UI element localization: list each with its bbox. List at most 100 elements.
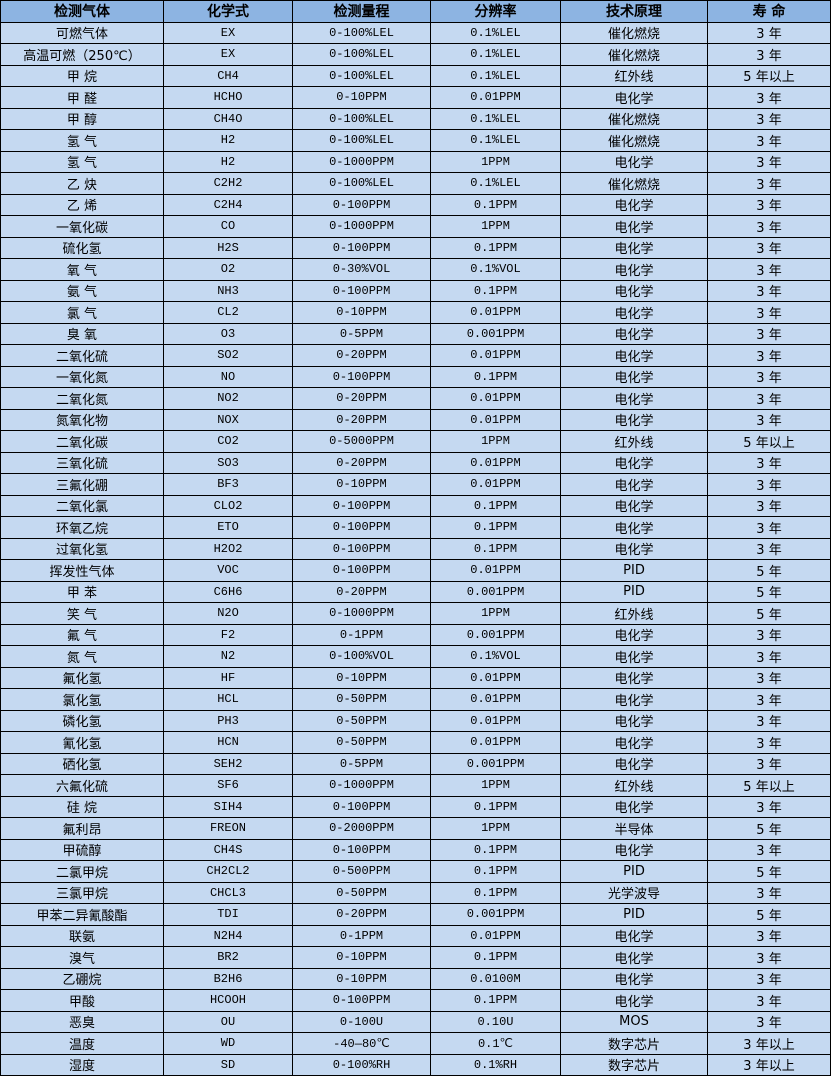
resolution-cell: 0.01PPM [430, 451, 561, 474]
resolution-cell: 0.001PPM [430, 623, 561, 646]
range-cell: 0-5000PPM [292, 430, 431, 453]
table-row: 甲硫醇 CH4S 0-100PPM 0.1PPM 电化学 3 年 [0, 838, 831, 861]
range-cell: 0-10PPM [292, 86, 431, 109]
lifespan-cell: 5 年 [707, 580, 831, 603]
lifespan-cell: 3 年 [707, 752, 831, 775]
resolution-cell: 0.1%LEL [430, 21, 561, 44]
principle-cell: 催化燃烧 [560, 107, 708, 130]
resolution-cell: 0.01PPM [430, 731, 561, 754]
table-row: 三氧化硫 SO3 0-20PPM 0.01PPM 电化学 3 年 [0, 451, 831, 474]
principle-cell: 半导体 [560, 817, 708, 840]
gas-cell: 乙 烯 [0, 193, 164, 216]
table-row: 甲 醛 HCHO 0-10PPM 0.01PPM 电化学 3 年 [0, 86, 831, 109]
table-body: 可燃气体 EX 0-100%LEL 0.1%LEL 催化燃烧 3 年高温可燃（250℃） E… [0, 21, 831, 1076]
lifespan-cell: 3 年 [707, 150, 831, 173]
gas-cell: 三氯甲烷 [0, 881, 164, 904]
lifespan-cell: 3 年以上 [707, 1053, 831, 1076]
gas-cell: 恶臭 [0, 1010, 164, 1033]
header-gas: 检测气体 [0, 0, 164, 23]
lifespan-cell: 3 年 [707, 881, 831, 904]
lifespan-cell: 3 年 [707, 279, 831, 302]
table-row: 环氧乙烷 ETO 0-100PPM 0.1PPM 电化学 3 年 [0, 516, 831, 539]
principle-cell: PID [560, 580, 708, 603]
formula-cell: NO2 [163, 387, 293, 410]
resolution-cell: 0.1PPM [430, 989, 561, 1012]
header-range: 检测量程 [292, 0, 431, 23]
lifespan-cell: 3 年 [707, 924, 831, 947]
lifespan-cell: 5 年 [707, 817, 831, 840]
resolution-cell: 1PPM [430, 430, 561, 453]
table-row: 挥发性气体 VOC 0-100PPM 0.01PPM PID 5 年 [0, 559, 831, 582]
principle-cell: 电化学 [560, 752, 708, 775]
gas-cell: 一氧化碳 [0, 215, 164, 238]
table-row: 氮氧化物 NOX 0-20PPM 0.01PPM 电化学 3 年 [0, 408, 831, 431]
formula-cell: C6H6 [163, 580, 293, 603]
resolution-cell: 1PPM [430, 150, 561, 173]
range-cell: 0-30%VOL [292, 258, 431, 281]
resolution-cell: 0.001PPM [430, 580, 561, 603]
range-cell: 0-1PPM [292, 924, 431, 947]
resolution-cell: 0.001PPM [430, 322, 561, 345]
formula-cell: CL2 [163, 301, 293, 324]
gas-cell: 六氟化硫 [0, 774, 164, 797]
formula-cell: SEH2 [163, 752, 293, 775]
lifespan-cell: 3 年 [707, 473, 831, 496]
principle-cell: 电化学 [560, 451, 708, 474]
resolution-cell: 0.01PPM [430, 924, 561, 947]
table-row: 氟 气 F2 0-1PPM 0.001PPM 电化学 3 年 [0, 623, 831, 646]
gas-cell: 可燃气体 [0, 21, 164, 44]
range-cell: 0-100PPM [292, 494, 431, 517]
lifespan-cell: 3 年 [707, 21, 831, 44]
range-cell: 0-1000PPM [292, 774, 431, 797]
principle-cell: 电化学 [560, 989, 708, 1012]
gas-cell: 二氧化碳 [0, 430, 164, 453]
formula-cell: EX [163, 21, 293, 44]
lifespan-cell: 5 年以上 [707, 430, 831, 453]
table-row: 二氯甲烷 CH2CL2 0-500PPM 0.1PPM PID 5 年 [0, 860, 831, 883]
table-row: 氢 气 H2 0-1000PPM 1PPM 电化学 3 年 [0, 150, 831, 173]
resolution-cell: 0.1PPM [430, 279, 561, 302]
lifespan-cell: 3 年 [707, 494, 831, 517]
table-row: 甲酸 HCOOH 0-100PPM 0.1PPM 电化学 3 年 [0, 989, 831, 1012]
range-cell: 0-50PPM [292, 709, 431, 732]
lifespan-cell: 3 年 [707, 408, 831, 431]
principle-cell: 电化学 [560, 946, 708, 969]
lifespan-cell: 3 年 [707, 795, 831, 818]
lifespan-cell: 3 年 [707, 215, 831, 238]
table-row: 乙 炔 C2H2 0-100%LEL 0.1%LEL 催化燃烧 3 年 [0, 172, 831, 195]
principle-cell: PID [560, 559, 708, 582]
range-cell: 0-10PPM [292, 666, 431, 689]
lifespan-cell: 3 年 [707, 258, 831, 281]
range-cell: 0-1000PPM [292, 215, 431, 238]
principle-cell: 电化学 [560, 258, 708, 281]
formula-cell: O2 [163, 258, 293, 281]
resolution-cell: 0.001PPM [430, 903, 561, 926]
gas-cell: 氯化氢 [0, 688, 164, 711]
gas-cell: 氮氧化物 [0, 408, 164, 431]
gas-cell: 硒化氢 [0, 752, 164, 775]
gas-cell: 硅 烷 [0, 795, 164, 818]
range-cell: 0-10PPM [292, 473, 431, 496]
principle-cell: 电化学 [560, 473, 708, 496]
gas-cell: 温度 [0, 1032, 164, 1055]
resolution-cell: 0.01PPM [430, 387, 561, 410]
table-row: 氢 气 H2 0-100%LEL 0.1%LEL 催化燃烧 3 年 [0, 129, 831, 152]
range-cell: 0-100PPM [292, 365, 431, 388]
resolution-cell: 0.1PPM [430, 881, 561, 904]
gas-cell: 乙 炔 [0, 172, 164, 195]
range-cell: 0-2000PPM [292, 817, 431, 840]
table-row: 硅 烷 SIH4 0-100PPM 0.1PPM 电化学 3 年 [0, 795, 831, 818]
lifespan-cell: 5 年以上 [707, 774, 831, 797]
formula-cell: B2H6 [163, 967, 293, 990]
gas-cell: 二氯甲烷 [0, 860, 164, 883]
gas-cell: 甲苯二异氰酸酯 [0, 903, 164, 926]
lifespan-cell: 3 年 [707, 688, 831, 711]
gas-cell: 环氧乙烷 [0, 516, 164, 539]
principle-cell: 催化燃烧 [560, 21, 708, 44]
resolution-cell: 1PPM [430, 602, 561, 625]
table-row: 氮 气 N2 0-100%VOL 0.1%VOL 电化学 3 年 [0, 645, 831, 668]
gas-cell: 氟化氢 [0, 666, 164, 689]
range-cell: 0-10PPM [292, 946, 431, 969]
resolution-cell: 0.1PPM [430, 236, 561, 259]
formula-cell: BF3 [163, 473, 293, 496]
